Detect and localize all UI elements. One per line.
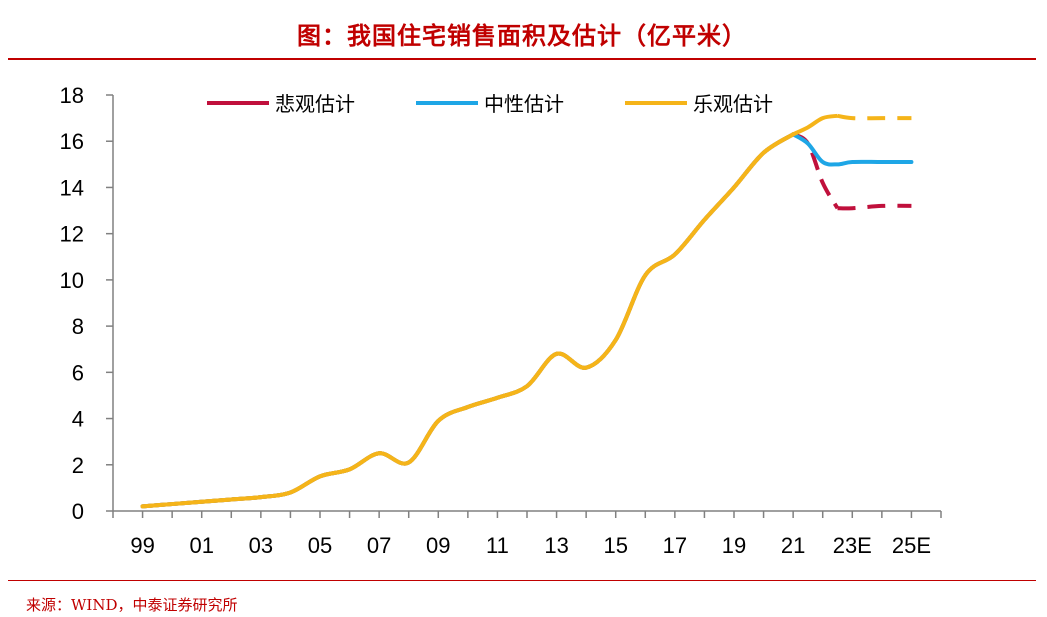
x-tick-label: 25E	[892, 533, 931, 558]
y-tick-label: 12	[60, 222, 84, 247]
series-2	[140, 132, 914, 509]
series-line-history	[140, 132, 796, 509]
legend-item-1: 悲观估计	[207, 92, 355, 116]
title-bar: 图：我国住宅销售面积及估计（亿平米）	[8, 4, 1036, 60]
x-tick-label: 05	[308, 533, 332, 558]
series-line-forecast	[792, 132, 840, 210]
x-tick-label: 21	[781, 533, 805, 558]
y-tick-label: 4	[72, 407, 84, 432]
y-tick-label: 16	[60, 129, 84, 154]
series-line-history	[140, 132, 796, 509]
y-tick-label: 2	[72, 453, 84, 478]
series-3	[140, 113, 912, 509]
series-layer	[140, 113, 914, 509]
x-tick-label: 19	[722, 533, 746, 558]
y-tick-label: 14	[60, 175, 84, 200]
footer-divider	[8, 580, 1036, 581]
y-tick-label: 10	[60, 268, 84, 293]
series-line-forecast	[792, 113, 838, 137]
x-tick-label: 99	[130, 533, 154, 558]
legend-label: 乐观估计	[693, 92, 773, 116]
axes: 0 2 4 6 8 10 12 14 16 18 99 01 03 05 07 09 11 13 15 17 19 21 2…	[60, 83, 942, 558]
series-line-history	[140, 132, 796, 509]
series-line-forecast	[791, 132, 914, 167]
x-tick-label: 11	[486, 533, 509, 558]
series-line-forecast-dashed	[837, 113, 912, 121]
series-1	[140, 132, 912, 509]
x-tick-label: 23E	[833, 533, 872, 558]
x-tick-label: 07	[367, 533, 391, 558]
x-tick-label: 13	[544, 533, 568, 558]
y-tick-label: 18	[60, 83, 84, 108]
legend-item-2: 中性估计	[416, 92, 564, 116]
legend: 悲观估计 中性估计 乐观估计	[207, 92, 773, 116]
chart-title: 图：我国住宅销售面积及估计（亿平米）	[297, 21, 747, 50]
x-tick-label: 09	[426, 533, 450, 558]
legend-item-3: 乐观估计	[625, 92, 773, 116]
series-line-forecast-dashed	[837, 203, 912, 211]
history-line	[140, 132, 796, 509]
y-tick-label: 6	[72, 360, 84, 385]
source-note: 来源：WIND，中泰证券研究所	[26, 596, 238, 614]
legend-label: 中性估计	[484, 92, 564, 116]
x-tick-label: 17	[663, 533, 687, 558]
y-tick-label: 0	[72, 499, 84, 524]
line-chart: 0 2 4 6 8 10 12 14 16 18 99 01 03 05 07 09 11 13 15 17 19 21 2…	[60, 83, 942, 558]
x-tick-label: 03	[249, 533, 273, 558]
x-tick-label: 01	[189, 533, 213, 558]
x-tick-label: 15	[603, 533, 627, 558]
legend-label: 悲观估计	[275, 92, 355, 116]
y-tick-label: 8	[72, 314, 84, 339]
